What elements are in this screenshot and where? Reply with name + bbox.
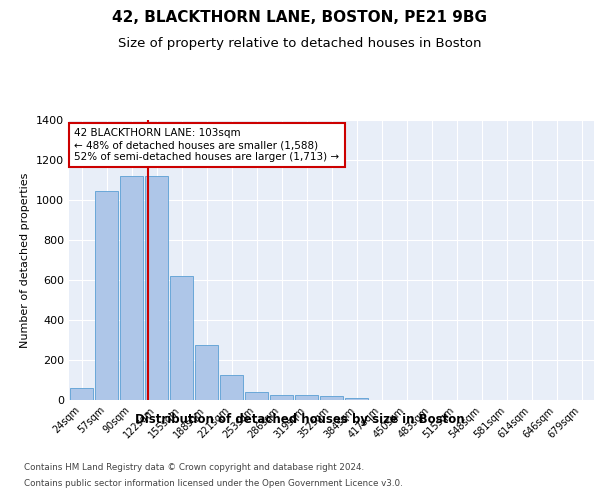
Bar bbox=[295, 395, 319, 400]
Bar bbox=[95, 191, 118, 400]
Bar bbox=[170, 276, 193, 400]
Bar bbox=[194, 345, 218, 400]
Bar bbox=[245, 392, 268, 400]
Bar bbox=[220, 375, 244, 400]
Bar bbox=[119, 176, 143, 400]
Bar bbox=[145, 176, 169, 400]
Bar bbox=[269, 395, 293, 400]
Bar bbox=[70, 388, 94, 400]
Text: Distribution of detached houses by size in Boston: Distribution of detached houses by size … bbox=[135, 412, 465, 426]
Bar bbox=[344, 398, 368, 400]
Text: Contains HM Land Registry data © Crown copyright and database right 2024.: Contains HM Land Registry data © Crown c… bbox=[24, 462, 364, 471]
Text: 42, BLACKTHORN LANE, BOSTON, PE21 9BG: 42, BLACKTHORN LANE, BOSTON, PE21 9BG bbox=[113, 10, 487, 25]
Text: 42 BLACKTHORN LANE: 103sqm
← 48% of detached houses are smaller (1,588)
52% of s: 42 BLACKTHORN LANE: 103sqm ← 48% of deta… bbox=[74, 128, 340, 162]
Bar bbox=[320, 396, 343, 400]
Y-axis label: Number of detached properties: Number of detached properties bbox=[20, 172, 31, 348]
Text: Size of property relative to detached houses in Boston: Size of property relative to detached ho… bbox=[118, 38, 482, 51]
Text: Contains public sector information licensed under the Open Government Licence v3: Contains public sector information licen… bbox=[24, 479, 403, 488]
